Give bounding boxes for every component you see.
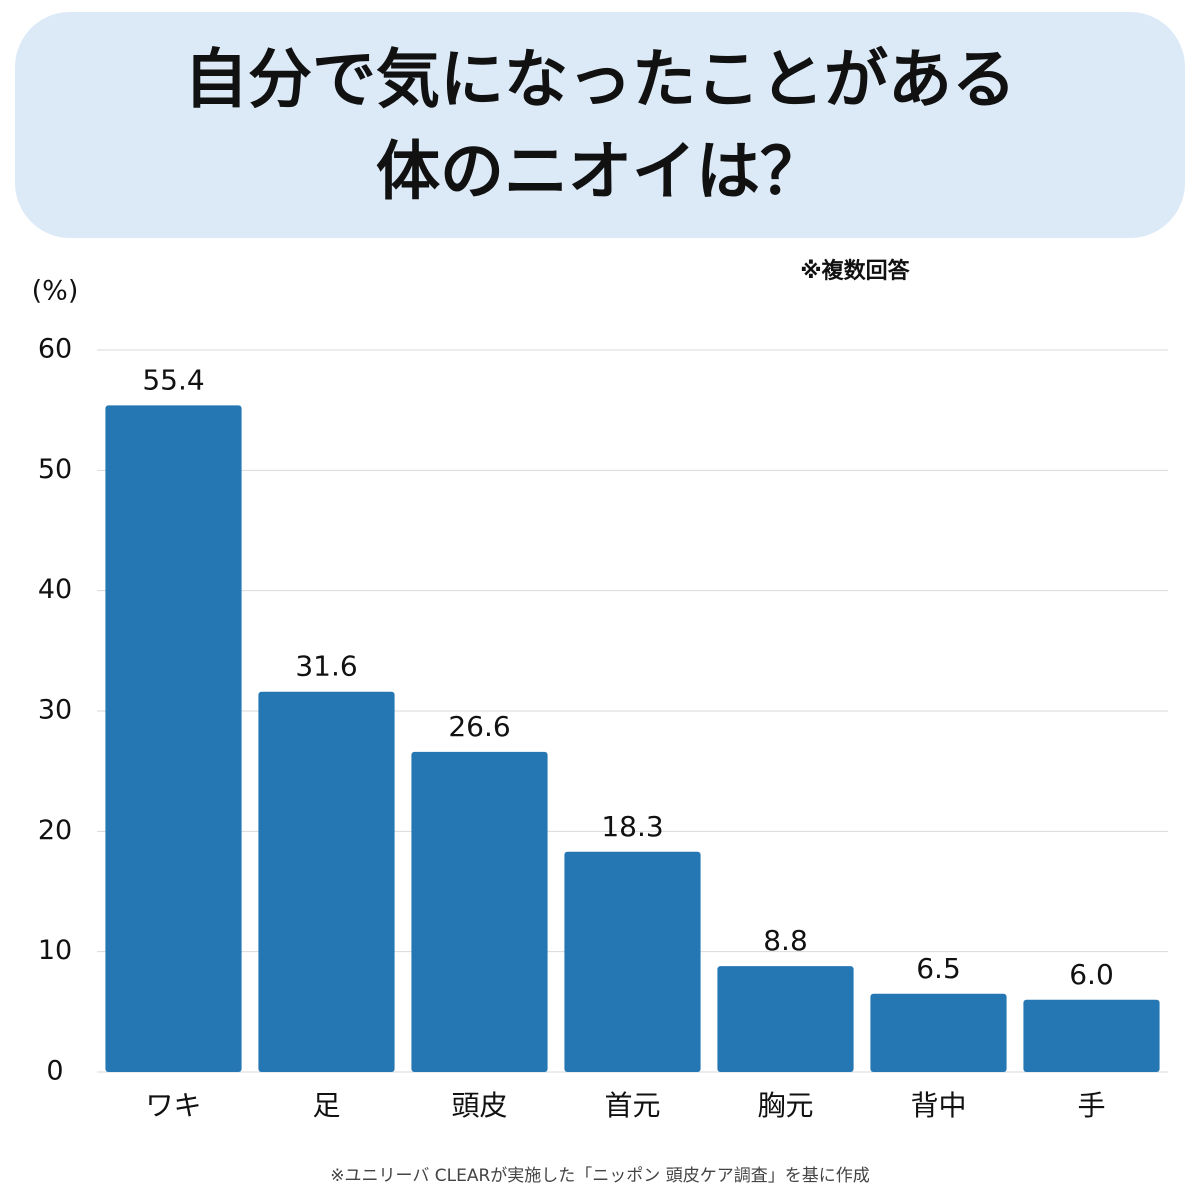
y-tick-label: 60 — [38, 334, 72, 365]
x-tick-label: 背中 — [910, 1089, 966, 1122]
value-label: 6.5 — [916, 952, 961, 985]
y-tick-label: 40 — [38, 574, 72, 605]
value-label: 31.6 — [295, 650, 357, 683]
bar — [564, 851, 701, 1072]
title-box — [15, 12, 1185, 238]
chart-title: 自分で気になったことがある — [184, 44, 1016, 118]
y-tick-label: 50 — [38, 454, 72, 485]
x-tick-label: 手 — [1077, 1089, 1105, 1122]
y-tick-label: 10 — [38, 935, 72, 966]
value-label: 6.0 — [1069, 958, 1114, 991]
y-tick-label: 20 — [38, 815, 72, 846]
chart-title: 体のニオイは？ — [376, 136, 824, 210]
y-axis-unit: (%) — [32, 276, 79, 307]
bar — [411, 751, 548, 1072]
x-tick-label: 頭皮 — [451, 1089, 507, 1122]
y-tick-label: 30 — [38, 695, 72, 726]
y-tick-label: 0 — [46, 1056, 63, 1087]
bar — [717, 966, 854, 1072]
value-label: 26.6 — [448, 710, 510, 743]
note: ※複数回答 — [800, 258, 910, 284]
x-tick-label: 足 — [312, 1089, 340, 1122]
bar — [258, 691, 395, 1072]
value-label: 18.3 — [601, 810, 663, 843]
source: ※ユニリーバ CLEARが実施した「ニッポン 頭皮ケア調査」を基に作成 — [330, 1166, 869, 1186]
x-tick-label: ワキ — [145, 1089, 201, 1122]
bar — [105, 405, 242, 1072]
x-tick-label: 首元 — [604, 1089, 660, 1122]
bar — [870, 993, 1007, 1072]
bar — [1023, 999, 1160, 1072]
x-tick-label: 胸元 — [757, 1089, 813, 1122]
value-label: 55.4 — [142, 363, 204, 396]
value-label: 8.8 — [763, 924, 808, 957]
